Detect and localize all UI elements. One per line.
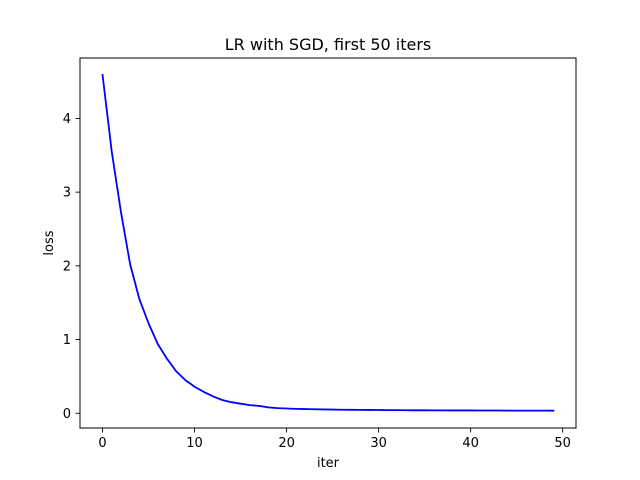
chart-title: LR with SGD, first 50 iters bbox=[225, 35, 431, 54]
x-tick-label: 40 bbox=[462, 436, 479, 451]
x-tick-label: 10 bbox=[186, 436, 203, 451]
plot-area bbox=[101, 73, 555, 412]
x-tick-label: 50 bbox=[554, 436, 571, 451]
x-tick-label: 0 bbox=[98, 436, 106, 451]
y-tick-label: 1 bbox=[63, 333, 71, 348]
x-tick-label: 30 bbox=[370, 436, 387, 451]
loss-series-line bbox=[101, 73, 555, 412]
y-tick-label: 4 bbox=[63, 112, 71, 127]
y-tick-label: 3 bbox=[63, 186, 71, 201]
y-tick-label: 2 bbox=[63, 259, 71, 274]
axes-frame bbox=[79, 57, 577, 429]
y-tick-label: 0 bbox=[63, 407, 71, 422]
y-axis-label: loss bbox=[42, 230, 57, 255]
x-axis-label: iter bbox=[317, 456, 340, 471]
axis-ticks: 0 10 20 30 40 50 0 1 2 3 4 bbox=[63, 112, 571, 451]
x-tick-label: 20 bbox=[278, 436, 295, 451]
